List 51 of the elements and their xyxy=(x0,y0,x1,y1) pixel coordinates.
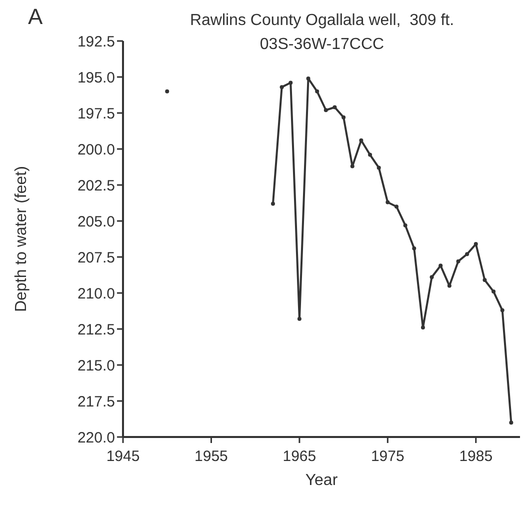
x-tick-label: 1955 xyxy=(194,448,228,465)
point xyxy=(447,284,452,288)
y-tick-label: 215.0 xyxy=(77,357,115,374)
x-tick-label: 1985 xyxy=(459,448,493,465)
point xyxy=(394,204,398,209)
y-tick-label: 210.0 xyxy=(77,285,115,302)
point xyxy=(165,89,170,94)
y-tick-label: 200.0 xyxy=(77,141,115,158)
point xyxy=(403,223,408,228)
point xyxy=(288,80,293,85)
y-tick-label: 220.0 xyxy=(77,429,115,446)
y-tick-label: 212.5 xyxy=(77,321,115,338)
point xyxy=(386,200,390,204)
x-tick-label: 1975 xyxy=(370,448,404,465)
point xyxy=(368,152,372,157)
point xyxy=(474,242,478,246)
y-tick-label: 207.5 xyxy=(77,249,115,266)
y-tick-label: 192.5 xyxy=(77,33,115,50)
chart-title: Rawlins County Ogallala well, 309 ft. xyxy=(190,12,454,29)
y-tick-label: 217.5 xyxy=(77,393,115,410)
point xyxy=(500,308,504,312)
point xyxy=(438,264,443,268)
x-axis-title: Year xyxy=(305,472,338,489)
point xyxy=(297,316,302,321)
x-tick-label: 1945 xyxy=(106,448,140,465)
point xyxy=(359,138,364,142)
point xyxy=(430,275,434,280)
point xyxy=(376,166,381,170)
point xyxy=(324,108,328,112)
point xyxy=(350,164,354,168)
point xyxy=(412,246,416,250)
point xyxy=(509,420,514,425)
point xyxy=(456,259,460,264)
point xyxy=(270,202,275,206)
x-tick-label: 1965 xyxy=(282,448,316,465)
point xyxy=(492,290,496,294)
chart-subtitle: 03S-36W-17CCC xyxy=(260,36,384,53)
point xyxy=(420,326,425,330)
y-tick-label: 195.0 xyxy=(77,69,115,86)
point xyxy=(280,85,284,90)
point xyxy=(342,115,346,120)
text: A xyxy=(28,4,43,29)
point xyxy=(465,252,470,256)
y-tick-label: 197.5 xyxy=(77,105,115,122)
y-tick-label: 202.5 xyxy=(77,177,115,194)
point xyxy=(482,278,487,282)
point xyxy=(306,76,310,80)
y-tick-label: 205.0 xyxy=(77,213,115,230)
point xyxy=(315,89,320,94)
y-axis-title: Depth to water (feet) xyxy=(13,166,30,312)
point xyxy=(332,105,337,110)
